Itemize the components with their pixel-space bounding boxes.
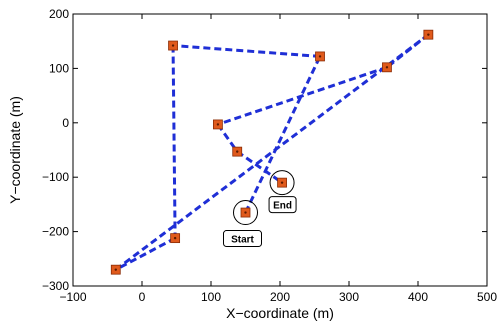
route-segment	[114, 33, 430, 271]
waypoint-dot	[385, 66, 389, 69]
waypoint-dot	[318, 55, 322, 58]
x-tick-label: 500	[477, 290, 497, 304]
route-segment	[244, 55, 322, 214]
waypoint-dot	[427, 33, 430, 36]
y-tick-label: 200	[49, 7, 69, 21]
annotation-box	[223, 230, 262, 248]
plot-area	[72, 13, 488, 287]
waypoint-markers	[110, 29, 434, 275]
annotations: Start End	[223, 170, 297, 248]
annotation-circle	[233, 200, 258, 226]
route-segment	[386, 33, 430, 69]
route-segment	[217, 65, 388, 126]
route-segment	[236, 150, 283, 184]
annotation-circle	[269, 170, 295, 196]
waypoint-dot	[280, 181, 284, 184]
y-tick-label: −300	[42, 279, 69, 293]
route-segment	[115, 236, 176, 272]
axis-ticks: −100 0 100 200 300 400 500 −300 −200 −100 0 100 200	[42, 7, 497, 304]
y-tick-label: −100	[42, 170, 69, 184]
y-tick-label: −200	[42, 225, 69, 239]
waypoint-dot	[171, 44, 175, 47]
x-tick-label: 0	[139, 290, 146, 304]
route-segment	[172, 44, 321, 58]
waypoint-dot	[114, 268, 117, 271]
x-tick-label: −100	[59, 290, 86, 304]
x-tick-label: 400	[408, 290, 428, 304]
y-axis-title: Y−coordinate (m)	[7, 96, 23, 204]
end-label: End	[273, 201, 292, 212]
x-tick-label: 100	[201, 290, 221, 304]
y-tick-label: 0	[62, 116, 69, 130]
y-tick-label: 100	[49, 61, 69, 75]
waypoint-dot	[216, 123, 220, 126]
annotation-box	[268, 196, 297, 214]
x-axis-title: X−coordinate (m)	[226, 305, 334, 321]
route-segment	[171, 45, 177, 239]
start-label: Start	[231, 235, 254, 246]
route-path	[114, 33, 430, 272]
waypoint-dot	[173, 236, 177, 240]
waypoint-dot	[244, 211, 247, 214]
x-tick-label: 200	[270, 290, 290, 304]
waypoint-dot	[236, 150, 239, 153]
x-tick-label: 300	[339, 290, 359, 304]
